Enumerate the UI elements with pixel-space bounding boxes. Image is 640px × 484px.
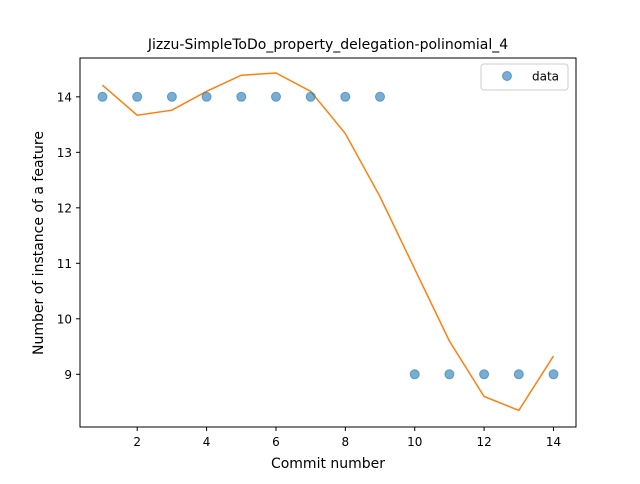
x-tick-label: 14 [546, 435, 561, 449]
data-point [548, 369, 559, 380]
y-tick-label: 14 [57, 90, 72, 104]
x-tick-label: 8 [342, 435, 350, 449]
data-point [97, 91, 108, 102]
x-tick-label: 4 [203, 435, 211, 449]
data-point [132, 91, 143, 102]
y-tick-label: 13 [57, 146, 72, 160]
y-axis-label: Number of instance of a feature [31, 131, 47, 355]
x-axis-label: Commit number [271, 456, 385, 472]
legend-marker-data [502, 71, 512, 81]
data-point [340, 91, 351, 102]
legend-frame [480, 63, 569, 91]
legend-label-data: data [532, 70, 559, 84]
legend: data [480, 63, 569, 91]
x-tick-label: 12 [476, 435, 491, 449]
data-point [201, 91, 212, 102]
x-tick-label: 10 [407, 435, 422, 449]
y-tick-label: 9 [64, 368, 72, 382]
fit-line [102, 72, 555, 412]
data-point [375, 91, 385, 102]
data-point [305, 91, 316, 102]
x-tick-label: 2 [133, 435, 141, 449]
x-tick-label: 6 [272, 435, 280, 449]
x-axis: 2 4 6 8 10 12 14 [133, 427, 561, 449]
y-axis: 9 10 11 12 13 14 [57, 90, 80, 382]
y-tick-label: 10 [57, 312, 72, 326]
data-point [409, 369, 420, 380]
data-point [271, 91, 281, 102]
plot-area [79, 57, 577, 428]
y-tick-label: 11 [57, 257, 72, 271]
data-point [444, 369, 455, 380]
chart-title: Jizzu-SimpleToDo_property_delegation-pol… [147, 37, 508, 53]
data-point [236, 91, 247, 102]
y-tick-label: 12 [57, 201, 72, 215]
plot-frame [79, 57, 577, 428]
data-point [513, 369, 524, 380]
data-point [166, 91, 177, 102]
data-point [479, 369, 490, 380]
